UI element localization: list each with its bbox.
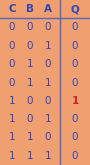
Text: 0: 0 xyxy=(45,96,51,106)
Text: 1: 1 xyxy=(45,78,51,87)
Text: 1: 1 xyxy=(9,151,15,161)
Text: 1: 1 xyxy=(9,96,15,106)
Text: 0: 0 xyxy=(45,22,51,33)
Text: 0: 0 xyxy=(9,22,15,33)
Text: B: B xyxy=(26,4,34,14)
Text: 1: 1 xyxy=(27,132,33,143)
Text: 1: 1 xyxy=(27,59,33,69)
Text: Q: Q xyxy=(71,4,79,14)
Text: 0: 0 xyxy=(72,132,78,143)
Text: 1: 1 xyxy=(45,114,51,124)
Text: C: C xyxy=(8,4,16,14)
Text: 1: 1 xyxy=(9,114,15,124)
Text: 0: 0 xyxy=(72,114,78,124)
Text: 0: 0 xyxy=(72,151,78,161)
Text: 0: 0 xyxy=(45,132,51,143)
Text: 1: 1 xyxy=(27,151,33,161)
Text: 0: 0 xyxy=(27,114,33,124)
Text: 0: 0 xyxy=(72,41,78,51)
Text: 0: 0 xyxy=(72,59,78,69)
Text: 0: 0 xyxy=(72,78,78,87)
Text: 1: 1 xyxy=(27,78,33,87)
Text: A: A xyxy=(44,4,52,14)
Text: 1: 1 xyxy=(71,96,79,106)
Text: 0: 0 xyxy=(9,41,15,51)
Text: 0: 0 xyxy=(27,96,33,106)
Text: 0: 0 xyxy=(27,22,33,33)
Text: 0: 0 xyxy=(9,59,15,69)
Text: 0: 0 xyxy=(45,59,51,69)
Text: 0: 0 xyxy=(27,41,33,51)
Text: 1: 1 xyxy=(45,151,51,161)
Text: 0: 0 xyxy=(9,78,15,87)
Text: 1: 1 xyxy=(9,132,15,143)
Text: 1: 1 xyxy=(45,41,51,51)
Text: 0: 0 xyxy=(72,22,78,33)
